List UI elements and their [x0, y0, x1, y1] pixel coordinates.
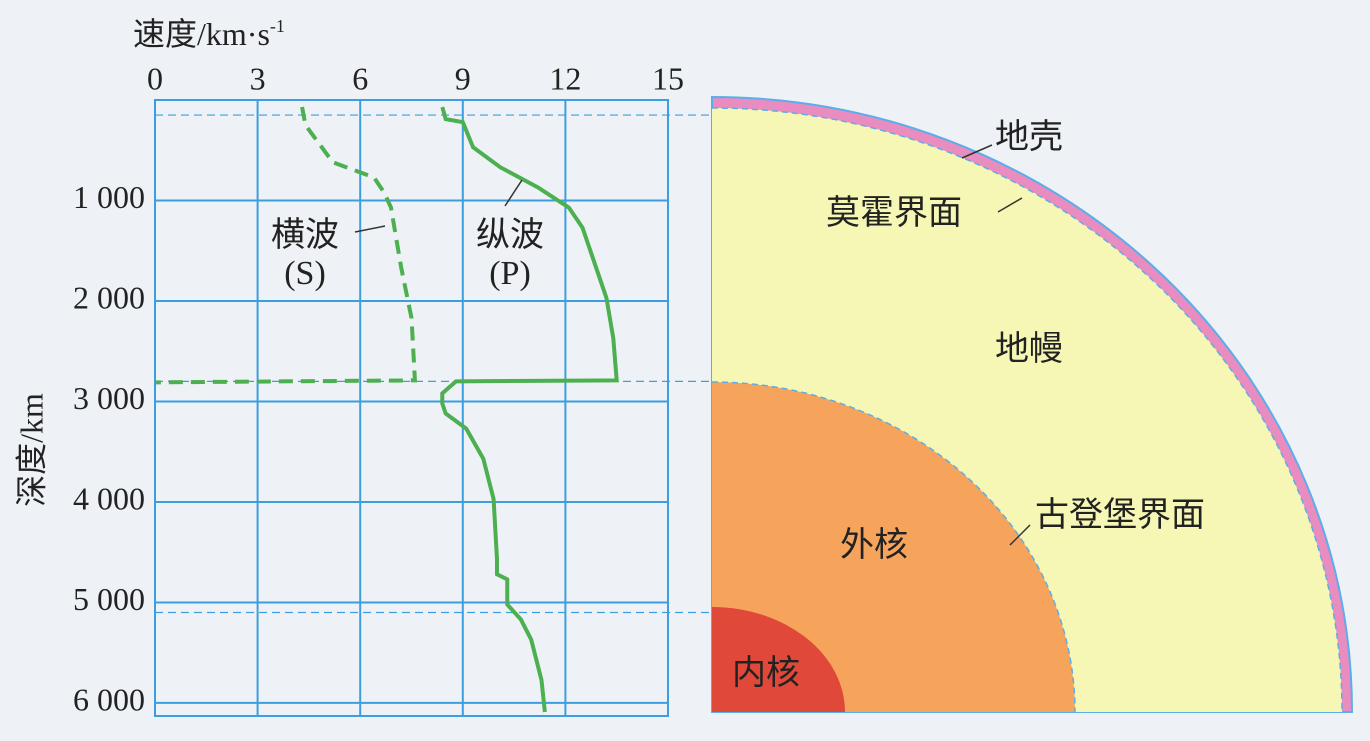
leader [354, 225, 386, 233]
y-axis-title: 深度/km [13, 393, 49, 507]
leader [504, 179, 523, 207]
legend-label: 横波 [271, 216, 339, 254]
chart: 速度/km·s-1 深度/km 0 3 6 9 12 15 1 000 2 000 3 000 4… [13, 16, 712, 717]
inner-core-label: 内核 [732, 654, 800, 692]
y-tick-label: 2 000 [73, 279, 145, 315]
x-tick-label: 12 [549, 60, 581, 96]
series-line [154, 106, 418, 385]
y-tick-label: 3 000 [73, 380, 145, 416]
legend-label: (P) [489, 255, 531, 292]
x-tick-label: 9 [455, 60, 471, 96]
leader [997, 197, 1023, 213]
y-tick-label: 4 000 [73, 480, 145, 516]
y-tick-label: 1 000 [73, 179, 145, 215]
outer-core-label: 外核 [840, 526, 908, 564]
mantle-label: 地幔 [995, 330, 1063, 368]
crust-label: 地壳 [995, 118, 1063, 156]
earth-diagram: 地壳 莫霍界面 地幔 外核 古登堡界面 内核 [711, 95, 1354, 713]
moho-line [711, 107, 1343, 713]
x-tick-label: 0 [147, 60, 163, 96]
outer-core [712, 382, 1075, 712]
x-axis-title: 速度/km·s-1 [133, 16, 285, 52]
gutenberg-label: 古登堡界面 [1035, 496, 1205, 534]
y-tick-label: 6 000 [73, 681, 145, 717]
moho-label: 莫霍界面 [826, 194, 962, 232]
y-tick-label: 5 000 [73, 581, 145, 617]
x-axis-title-text: 速度/km·s [133, 16, 270, 52]
x-tick-label: 6 [352, 60, 368, 96]
leader [1009, 524, 1031, 546]
x-axis-title-sup: -1 [270, 16, 285, 36]
gutenberg-line [711, 381, 1076, 713]
plot-frame [154, 99, 669, 717]
x-tick-label: 3 [250, 60, 266, 96]
legend-label: 纵波 [476, 216, 544, 254]
leader [961, 144, 993, 159]
x-tick-label: 15 [652, 60, 684, 96]
inner-core [712, 607, 845, 712]
series-line [440, 106, 619, 713]
legend-label: (S) [284, 255, 326, 292]
